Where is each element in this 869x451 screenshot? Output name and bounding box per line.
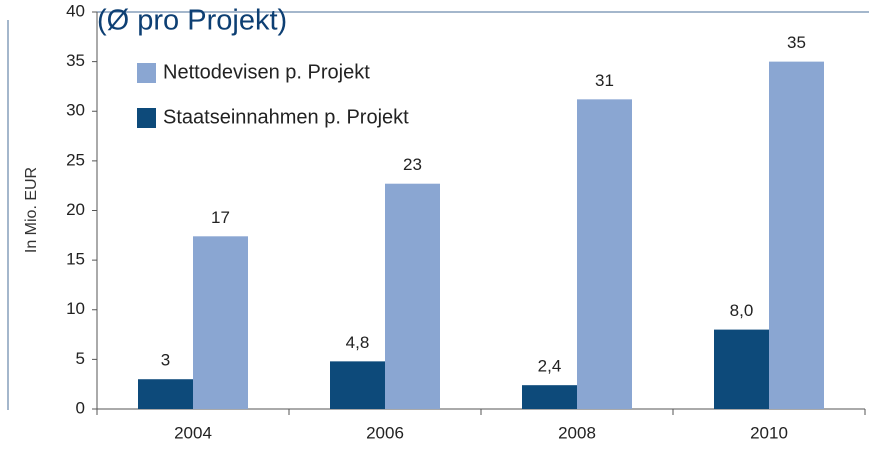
bar [138,379,193,409]
bar [769,61,824,409]
legend-label: Staatseinnahmen p. Projekt [163,106,409,128]
legend-swatch [137,108,156,128]
y-tick-label: 40 [66,1,85,20]
bar [714,329,769,409]
value-label: 3 [161,351,170,370]
value-label: 8,0 [730,301,754,320]
value-label: 35 [787,33,806,52]
y-tick-label: 5 [76,349,85,368]
x-tick-label: 2006 [366,423,404,442]
x-tick-label: 2008 [558,423,596,442]
y-tick-label: 0 [76,398,85,417]
y-tick-label: 10 [66,299,85,318]
legend-label: Nettodevisen p. Projekt [163,61,370,83]
chart-title: (Ø pro Projekt) [97,5,287,37]
y-tick-label: 25 [66,150,85,169]
bar [522,385,577,409]
x-tick-label: 2004 [174,423,212,442]
bar [577,99,632,409]
value-label: 31 [595,71,614,90]
y-tick-label: 35 [66,51,85,70]
value-label: 4,8 [346,333,370,352]
bar [193,236,248,409]
bar [330,361,385,409]
value-label: 23 [403,155,422,174]
value-label: 17 [211,208,230,227]
legend-swatch [137,63,156,83]
y-tick-label: 30 [66,101,85,120]
y-tick-label: 20 [66,200,85,219]
y-axis-label: In Mio. EUR [23,167,40,253]
value-label: 2,4 [538,357,562,376]
x-tick-label: 2010 [750,423,788,442]
bar [385,183,440,409]
y-tick-label: 15 [66,250,85,269]
